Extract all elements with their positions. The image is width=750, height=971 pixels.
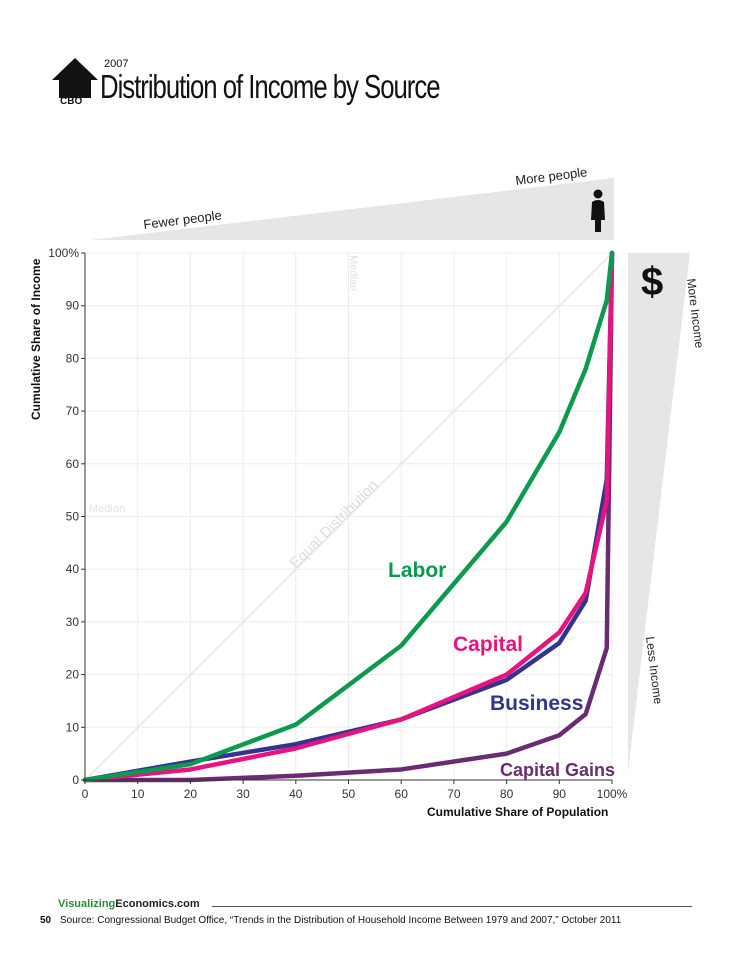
- x-tick-label: 70: [447, 787, 461, 801]
- y-tick-label: 40: [66, 562, 80, 576]
- x-tick-label: 40: [289, 787, 303, 801]
- series-line-labor: [82, 250, 615, 783]
- x-tick-label: 20: [184, 787, 198, 801]
- equal-distribution-line: [84, 252, 613, 781]
- income-wedge: [628, 253, 690, 772]
- y-tick-label: 10: [66, 720, 80, 734]
- series-lines: [82, 250, 615, 783]
- y-tick-label: 100%: [48, 246, 79, 260]
- page-title: Distribution of Income by Source: [100, 68, 441, 105]
- grid: [85, 252, 613, 780]
- series-label-capital: Capital: [453, 633, 523, 656]
- y-tick-label: 30: [66, 615, 80, 629]
- series-line-capital-gains: [82, 250, 615, 783]
- cbo-house-icon: [52, 58, 98, 98]
- series-line-capital: [82, 250, 615, 783]
- y-tick-label: 80: [66, 351, 80, 365]
- footer-rule: [212, 906, 692, 907]
- x-tick-label: 0: [82, 787, 89, 801]
- x-tick-label: 10: [131, 787, 145, 801]
- y-tick-label: 50: [66, 510, 80, 524]
- series-label-capital-gains: Capital Gains: [500, 760, 615, 780]
- x-tick-label: 30: [236, 787, 250, 801]
- population-wedge: [90, 178, 614, 240]
- footer-brand-suffix: Economics.com: [115, 898, 200, 910]
- equal-distribution-label: Equal Distribution: [287, 477, 382, 572]
- x-tick-label: 80: [500, 787, 514, 801]
- x-axis-title: Cumulative Share of Population: [427, 805, 608, 819]
- series-line-business: [82, 250, 615, 783]
- person-icon: [591, 189, 605, 232]
- footer-brand-prefix: Visualizing: [58, 898, 116, 910]
- footer-brand: VisualizingEconomics.com: [58, 898, 200, 910]
- header-year: 2007: [104, 58, 129, 70]
- x-tick-label: 100%: [597, 787, 628, 801]
- y-tick-label: 60: [66, 457, 80, 471]
- less-income-label: Less Income: [643, 636, 665, 706]
- y-tick-label: 0: [72, 773, 79, 787]
- x-tick-label: 50: [342, 787, 356, 801]
- x-tick-label: 60: [395, 787, 409, 801]
- axes: 0 10 20 30 40 50 60 70 80 90 100% 0 10 20 30 40 50 60 70 80…: [48, 246, 627, 801]
- y-tick-label: 70: [66, 404, 80, 418]
- median-label-y: Median: [89, 503, 125, 515]
- more-income-label: More Income: [684, 278, 706, 350]
- cbo-logo-label: CBO: [60, 96, 83, 107]
- y-axis-title: Cumulative Share of Income: [29, 258, 43, 420]
- y-tick-label: 90: [66, 299, 80, 313]
- dollar-icon: $: [641, 260, 663, 304]
- page-number: 50: [40, 915, 52, 926]
- source-note: Source: Congressional Budget Office, “Tr…: [60, 915, 622, 926]
- median-label-x: Median: [347, 255, 359, 291]
- series-label-labor: Labor: [388, 559, 446, 582]
- y-tick-label: 20: [66, 668, 80, 682]
- series-label-business: Business: [490, 692, 583, 715]
- x-tick-label: 90: [553, 787, 567, 801]
